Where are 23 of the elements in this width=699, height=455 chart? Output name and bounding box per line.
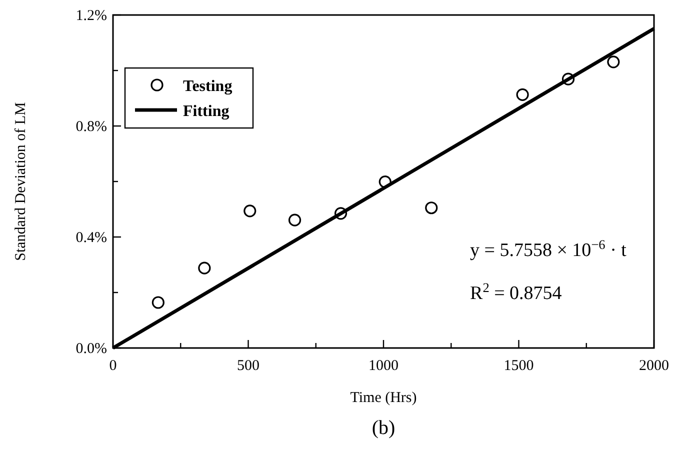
point <box>516 88 529 101</box>
text: (b) <box>372 417 396 439</box>
y-tick-label: 0.0% <box>76 341 107 357</box>
x-tick-label: 1500 <box>504 358 534 374</box>
y-tick-label: 1.2% <box>76 8 107 24</box>
y-tick-label: 0.4% <box>76 230 107 246</box>
legend-label: Testing <box>183 78 232 95</box>
x-tick-label: 0 <box>109 358 117 374</box>
x-tick-label: 500 <box>237 358 260 374</box>
point <box>152 296 164 309</box>
x-tick-label: 1000 <box>368 358 398 374</box>
y-tick-label: 0.8% <box>76 119 107 135</box>
point <box>607 56 620 68</box>
point <box>244 204 256 218</box>
point <box>425 202 438 214</box>
x-tick-label: 2000 <box>639 358 669 374</box>
legend-label: Fitting <box>183 103 230 120</box>
annotation: y = 5.7558 × 10$^{−6}$ · t <box>470 236 628 261</box>
y-axis-title: Standard Deviation of LM <box>13 102 29 261</box>
annotation: R$^{2}$ = 0.8754 <box>470 280 562 304</box>
point <box>288 214 302 226</box>
point <box>198 262 211 274</box>
x-axis-title: Time (Hrs) <box>350 390 417 406</box>
